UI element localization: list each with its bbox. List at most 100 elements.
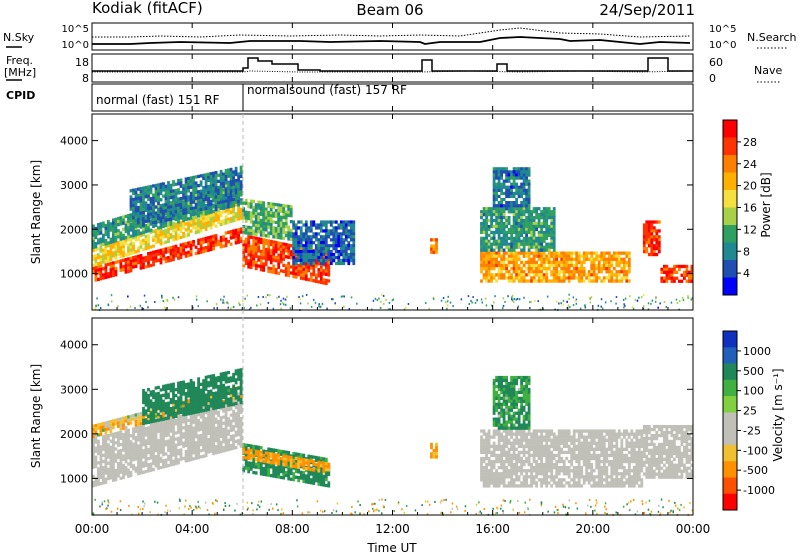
power-cell [607, 273, 611, 277]
power-cell [272, 226, 276, 230]
power-cell [297, 244, 301, 248]
power-cell [214, 224, 218, 228]
power-cell [304, 252, 308, 257]
power-noise-cell [166, 298, 168, 301]
power-cell [495, 251, 498, 255]
velocity-cell [222, 427, 225, 432]
power-cell [132, 222, 135, 226]
power-cell [147, 258, 150, 262]
velocity-cell [217, 413, 220, 418]
power-cell [322, 269, 326, 273]
velocity-cell [159, 435, 163, 439]
power-cell [232, 213, 235, 217]
power-noise-cell [407, 303, 410, 305]
power-cell [577, 276, 581, 280]
cpid-label: CPID [6, 89, 35, 102]
velocity-cell [97, 442, 100, 447]
power-colorbar-tick-label: 20 [743, 180, 757, 193]
power-cell [174, 254, 178, 258]
power-cell [132, 227, 135, 231]
power-cell [124, 223, 128, 228]
power-cell [660, 276, 664, 280]
power-cell [162, 182, 165, 186]
power-cell [515, 170, 518, 174]
power-cell [242, 240, 246, 244]
power-cell [597, 254, 601, 258]
power-cell [142, 241, 145, 246]
power-cell [254, 217, 258, 222]
power-cell [202, 209, 205, 213]
velocity-cell [187, 452, 190, 456]
power-cell [552, 230, 556, 235]
power-cell [102, 224, 105, 228]
power-cell [602, 267, 606, 271]
velocity-cell [154, 436, 158, 440]
power-cell [227, 186, 230, 191]
velocity-noise-cell [440, 499, 443, 502]
velocity-cell [144, 448, 148, 452]
power-cell [480, 221, 483, 226]
power-cell [540, 210, 543, 214]
power-cell [204, 210, 208, 214]
power-cell [505, 188, 508, 192]
power-cell [222, 194, 225, 198]
power-noise-cell [233, 306, 235, 309]
velocity-noise-cell [540, 501, 543, 504]
velocity-cell [112, 441, 115, 446]
power-cell [292, 241, 296, 245]
power-cell [520, 173, 523, 177]
velocity-noise-cell [540, 503, 543, 506]
power-cell [297, 235, 301, 239]
power-cell [652, 250, 656, 254]
velocity-noise-cell [142, 507, 144, 510]
velocity-cell [94, 446, 98, 450]
power-cell [307, 226, 311, 230]
power-cell [109, 240, 113, 244]
power-cell [262, 253, 266, 257]
velocity-cell [92, 444, 95, 448]
power-cell [522, 173, 526, 177]
velocity-cell [137, 435, 140, 439]
power-cell [294, 258, 298, 263]
power-noise-cell [518, 298, 521, 301]
power-cell [605, 267, 609, 271]
power-cell [495, 204, 498, 208]
power-cell [169, 227, 173, 231]
power-cell [322, 281, 326, 285]
power-cell [495, 194, 498, 199]
velocity-cell [184, 450, 188, 454]
power-cell [124, 270, 128, 274]
power-cell [167, 233, 170, 238]
power-cell [512, 221, 516, 226]
velocity-cell [234, 439, 238, 443]
velocity-cell [99, 472, 103, 477]
power-cell [342, 244, 346, 248]
power-cell [304, 247, 308, 251]
power-cell [204, 203, 208, 208]
power-cell [269, 220, 273, 224]
power-cell [162, 206, 165, 210]
power-cell [520, 216, 523, 220]
power-cell [284, 216, 288, 220]
power-cell [284, 255, 288, 259]
power-cell [159, 225, 163, 229]
power-cell [117, 249, 120, 253]
power-cell [337, 232, 341, 236]
power-cell [164, 256, 168, 260]
power-cell [134, 220, 138, 225]
power-cell [327, 255, 331, 260]
power-cell [289, 220, 293, 224]
power-cell [505, 218, 508, 223]
power-cell [194, 245, 198, 249]
power-cell [294, 250, 298, 254]
power-cell [142, 204, 145, 209]
power-cell [169, 222, 173, 226]
power-cell [565, 257, 569, 261]
power-cell [282, 245, 286, 249]
power-cell [485, 236, 488, 240]
velocity-cell [184, 437, 188, 442]
power-cell [134, 261, 138, 265]
velocity-cell [147, 450, 150, 455]
power-cell [339, 247, 343, 251]
power-cell [507, 227, 511, 232]
